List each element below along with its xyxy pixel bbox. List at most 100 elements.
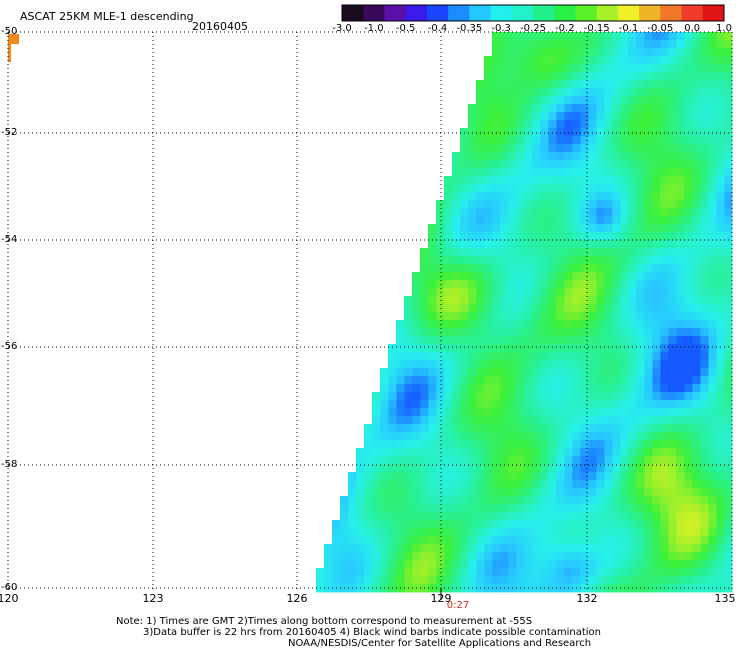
swath-cell xyxy=(636,136,645,145)
swath-cell xyxy=(596,144,605,153)
swath-cell xyxy=(524,184,533,193)
swath-cell xyxy=(636,120,645,129)
swath-cell xyxy=(532,512,541,521)
swath-cell xyxy=(372,576,381,585)
swath-cell xyxy=(404,360,413,369)
swath-cell xyxy=(644,496,653,505)
lat-lon-grid xyxy=(7,31,733,600)
swath-cell xyxy=(572,104,581,113)
swath-cell xyxy=(628,392,637,401)
swath-cell xyxy=(388,480,397,489)
swath-cell xyxy=(644,536,653,545)
swath-cell xyxy=(708,120,717,129)
swath-cell xyxy=(532,448,541,457)
swath-cell xyxy=(572,48,581,57)
swath-cell xyxy=(684,520,693,529)
swath-cell xyxy=(660,112,669,121)
swath-cell xyxy=(620,432,629,441)
swath-cell xyxy=(396,560,405,569)
swath-cell xyxy=(508,560,517,569)
swath-cell xyxy=(556,376,565,385)
swath-cell xyxy=(484,160,493,169)
swath-cell xyxy=(556,328,565,337)
swath-cell xyxy=(468,296,477,305)
swath-cell xyxy=(524,384,533,393)
swath-cell xyxy=(724,96,733,105)
swath-cell xyxy=(700,552,709,561)
swath-cell xyxy=(412,392,421,401)
swath-cell xyxy=(460,224,469,233)
swath-cell xyxy=(540,448,549,457)
swath-cell xyxy=(564,544,573,553)
swath-cell xyxy=(716,200,725,209)
swath-cell xyxy=(556,160,565,169)
swath-cell xyxy=(380,424,389,433)
swath-cell xyxy=(652,552,661,561)
swath-cell xyxy=(364,424,373,433)
swath-cell xyxy=(460,304,469,313)
swath-cell xyxy=(556,448,565,457)
swath-cell xyxy=(676,384,685,393)
swath-cell xyxy=(620,112,629,121)
swath-cell xyxy=(644,360,653,369)
swath-cell xyxy=(540,104,549,113)
swath-cell xyxy=(708,96,717,105)
swath-cell xyxy=(540,488,549,497)
swath-cell xyxy=(564,320,573,329)
swath-cell xyxy=(404,464,413,473)
swath-cell xyxy=(588,288,597,297)
swath-cell xyxy=(372,464,381,473)
swath-cell xyxy=(700,176,709,185)
swath-cell xyxy=(468,200,477,209)
swath-cell xyxy=(564,112,573,121)
swath-cell xyxy=(700,344,709,353)
swath-cell xyxy=(532,40,541,49)
swath-cell xyxy=(516,440,525,449)
swath-cell xyxy=(324,552,333,561)
swath-cell xyxy=(660,272,669,281)
swath-cell xyxy=(540,560,549,569)
swath-cell xyxy=(668,32,677,41)
swath-cell xyxy=(580,336,589,345)
swath-cell xyxy=(444,312,453,321)
swath-cell xyxy=(620,80,629,89)
swath-cell xyxy=(572,504,581,513)
swath-cell xyxy=(508,136,517,145)
swath-cell xyxy=(476,360,485,369)
swath-cell xyxy=(548,400,557,409)
swath-cell xyxy=(724,200,733,209)
swath-cell xyxy=(540,72,549,81)
swath-cell xyxy=(580,104,589,113)
swath-cell xyxy=(532,488,541,497)
swath-cell xyxy=(412,472,421,481)
swath-cell xyxy=(468,232,477,241)
swath-cell xyxy=(724,352,733,361)
swath-cell xyxy=(460,432,469,441)
swath-cell xyxy=(452,376,461,385)
swath-cell xyxy=(468,152,477,161)
swath-cell xyxy=(556,192,565,201)
colorbar-tick-label: -0.3 xyxy=(491,23,511,34)
swath-cell xyxy=(372,560,381,569)
swath-cell xyxy=(540,248,549,257)
swath-cell xyxy=(444,544,453,553)
swath-cell xyxy=(700,400,709,409)
swath-cell xyxy=(572,240,581,249)
swath-cell xyxy=(404,392,413,401)
swath-cell xyxy=(436,224,445,233)
swath-cell xyxy=(508,368,517,377)
swath-cell xyxy=(556,416,565,425)
swath-cell xyxy=(700,32,709,41)
swath-cell xyxy=(428,384,437,393)
swath-cell xyxy=(420,424,429,433)
swath-cell xyxy=(548,112,557,121)
swath-cell xyxy=(436,520,445,529)
swath-cell xyxy=(420,384,429,393)
swath-cell xyxy=(524,496,533,505)
swath-cell xyxy=(572,176,581,185)
swath-cell xyxy=(468,416,477,425)
swath-cell xyxy=(540,576,549,585)
swath-cell xyxy=(596,80,605,89)
swath-cell xyxy=(580,392,589,401)
swath-cell xyxy=(492,192,501,201)
